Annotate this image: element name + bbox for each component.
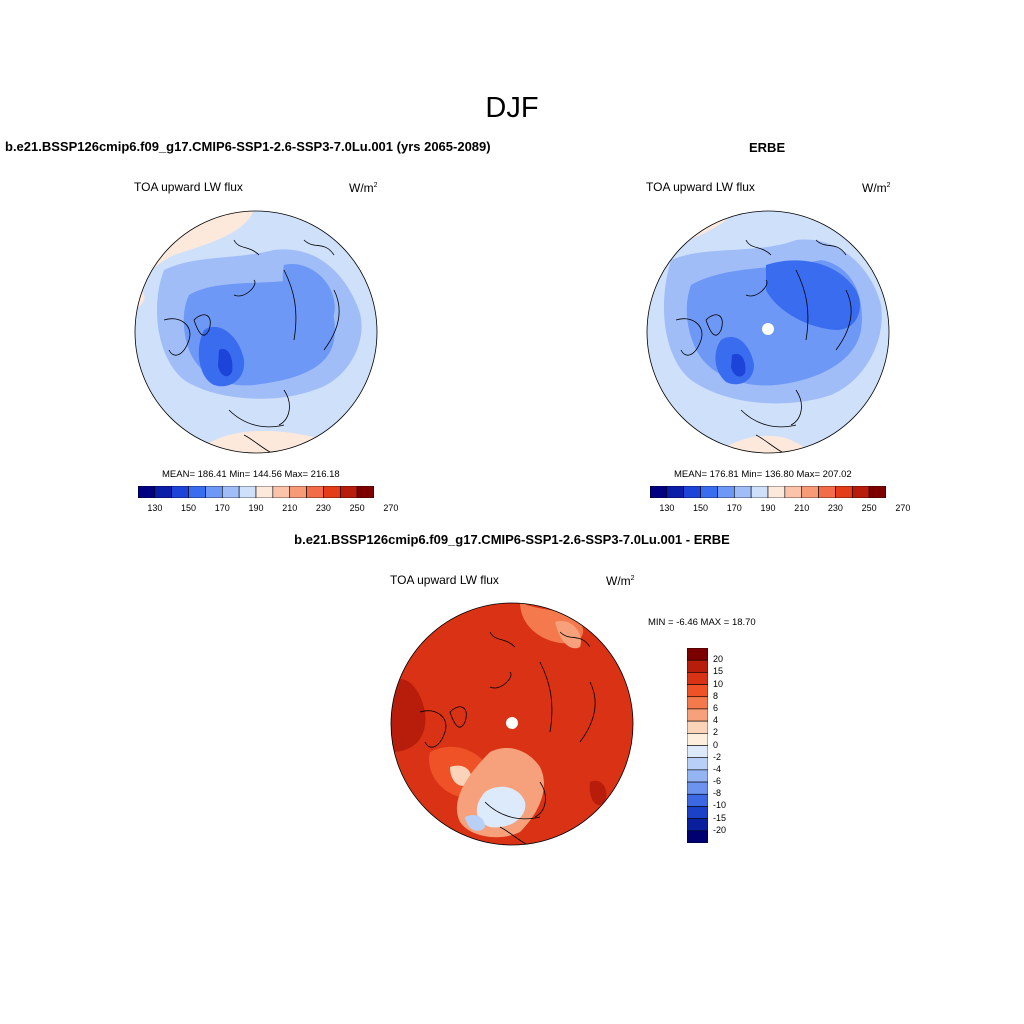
colorbar-swatch <box>687 793 708 807</box>
colorbar-swatch <box>272 486 291 498</box>
colorbar-tick-label: 130 <box>659 503 675 513</box>
colorbar-tick-label: 10 <box>713 678 724 689</box>
colorbar-tick-label: -10 <box>713 800 727 811</box>
colorbar-swatch <box>171 486 189 498</box>
diff-colorbar-ticks: 20 15 10 8 6 4 2 0 -2 -4 -6 -8 -10 -15 -20 <box>713 648 743 843</box>
right-panel-title: ERBE <box>749 140 786 155</box>
colorbar-swatch <box>687 830 708 843</box>
colorbar-swatch <box>238 486 257 498</box>
diff-units-label: W/m2 <box>606 574 635 588</box>
colorbar-swatch <box>687 648 708 661</box>
colorbar-swatch <box>767 486 786 498</box>
colorbar-tick-label: 190 <box>248 503 264 513</box>
colorbar-swatch <box>733 486 752 498</box>
colorbar-tick-label: 250 <box>349 503 365 513</box>
colorbar-tick-label: 150 <box>693 503 709 513</box>
colorbar-swatch <box>666 486 685 498</box>
right-colorbar-ticks: 130 150 170 190 210 230 250 270 <box>650 503 910 515</box>
right-colorbar <box>650 486 886 498</box>
colorbar-tick-label: 8 <box>713 690 719 701</box>
left-colorbar <box>138 486 374 498</box>
diff-stats: MIN = -6.46 MAX = 18.70 <box>648 617 756 628</box>
colorbar-swatch <box>868 486 886 498</box>
colorbar-tick-label: 270 <box>895 503 911 513</box>
colorbar-tick-label: -8 <box>713 788 722 799</box>
colorbar-tick-label: -20 <box>713 824 727 835</box>
right-stats: MEAN= 176.81 Min= 136.80 Max= 207.02 <box>674 469 852 480</box>
diff-variable-label: TOA upward LW flux <box>390 573 499 587</box>
colorbar-tick-label: 190 <box>760 503 776 513</box>
diff-panel-title: b.e21.BSSP126cmip6.f09_g17.CMIP6-SSP1-2.… <box>294 532 730 547</box>
colorbar-swatch <box>687 733 708 746</box>
colorbar-swatch <box>687 672 708 685</box>
left-variable-label: TOA upward LW flux <box>134 180 243 194</box>
right-units-label: W/m2 <box>862 181 891 195</box>
left-units-label: W/m2 <box>349 181 378 195</box>
colorbar-tick-label: -15 <box>713 812 727 823</box>
colorbar-swatch <box>188 486 206 498</box>
left-colorbar-ticks: 130 150 170 190 210 230 250 270 <box>138 503 398 515</box>
colorbar-tick-label: -4 <box>713 763 722 774</box>
colorbar-swatch <box>687 757 708 771</box>
colorbar-swatch <box>687 659 708 673</box>
right-polar-map <box>646 210 890 454</box>
colorbar-tick-label: 6 <box>713 702 719 713</box>
colorbar-swatch <box>687 720 708 734</box>
colorbar-swatch <box>154 486 173 498</box>
colorbar-swatch <box>818 486 836 498</box>
colorbar-tick-label: 230 <box>315 503 331 513</box>
colorbar-tick-label: 4 <box>713 715 719 726</box>
colorbar-tick-label: -6 <box>713 776 722 787</box>
colorbar-swatch <box>835 486 853 498</box>
colorbar-swatch <box>687 769 708 783</box>
colorbar-tick-label: 170 <box>726 503 742 513</box>
colorbar-swatch <box>717 486 735 498</box>
colorbar-tick-label: -2 <box>713 751 722 762</box>
colorbar-swatch <box>700 486 718 498</box>
colorbar-swatch <box>683 486 701 498</box>
colorbar-swatch <box>687 696 708 710</box>
colorbar-swatch <box>221 486 240 498</box>
colorbar-swatch <box>356 486 374 498</box>
colorbar-tick-label: 250 <box>861 503 877 513</box>
colorbar-swatch <box>687 818 708 832</box>
colorbar-tick-label: 170 <box>214 503 230 513</box>
colorbar-tick-label: 210 <box>794 503 810 513</box>
colorbar-swatch <box>801 486 819 498</box>
left-polar-map <box>134 210 378 454</box>
colorbar-swatch <box>255 486 274 498</box>
colorbar-tick-label: 270 <box>383 503 399 513</box>
diff-polar-map <box>390 602 634 846</box>
right-variable-label: TOA upward LW flux <box>646 180 755 194</box>
colorbar-swatch <box>750 486 769 498</box>
colorbar-tick-label: 230 <box>827 503 843 513</box>
colorbar-swatch <box>687 781 708 795</box>
colorbar-swatch <box>687 806 708 819</box>
colorbar-swatch <box>138 486 156 498</box>
colorbar-swatch <box>323 486 341 498</box>
colorbar-swatch <box>687 708 708 722</box>
colorbar-swatch <box>289 486 307 498</box>
colorbar-swatch <box>687 745 708 758</box>
left-stats: MEAN= 186.41 Min= 144.56 Max= 216.18 <box>162 469 340 480</box>
colorbar-swatch <box>784 486 803 498</box>
colorbar-swatch <box>851 486 870 498</box>
colorbar-swatch <box>650 486 668 498</box>
colorbar-swatch <box>306 486 324 498</box>
diff-colorbar <box>687 648 708 843</box>
colorbar-swatch <box>205 486 223 498</box>
colorbar-swatch <box>687 684 708 698</box>
colorbar-tick-label: 210 <box>282 503 298 513</box>
colorbar-tick-label: 0 <box>713 739 719 750</box>
page-title: DJF <box>485 92 539 124</box>
colorbar-tick-label: 15 <box>713 666 724 677</box>
colorbar-tick-label: 2 <box>713 727 719 738</box>
colorbar-swatch <box>339 486 358 498</box>
colorbar-tick-label: 20 <box>713 654 724 665</box>
colorbar-tick-label: 130 <box>147 503 163 513</box>
left-panel-title: b.e21.BSSP126cmip6.f09_g17.CMIP6-SSP1-2.… <box>5 139 491 154</box>
colorbar-tick-label: 150 <box>181 503 197 513</box>
